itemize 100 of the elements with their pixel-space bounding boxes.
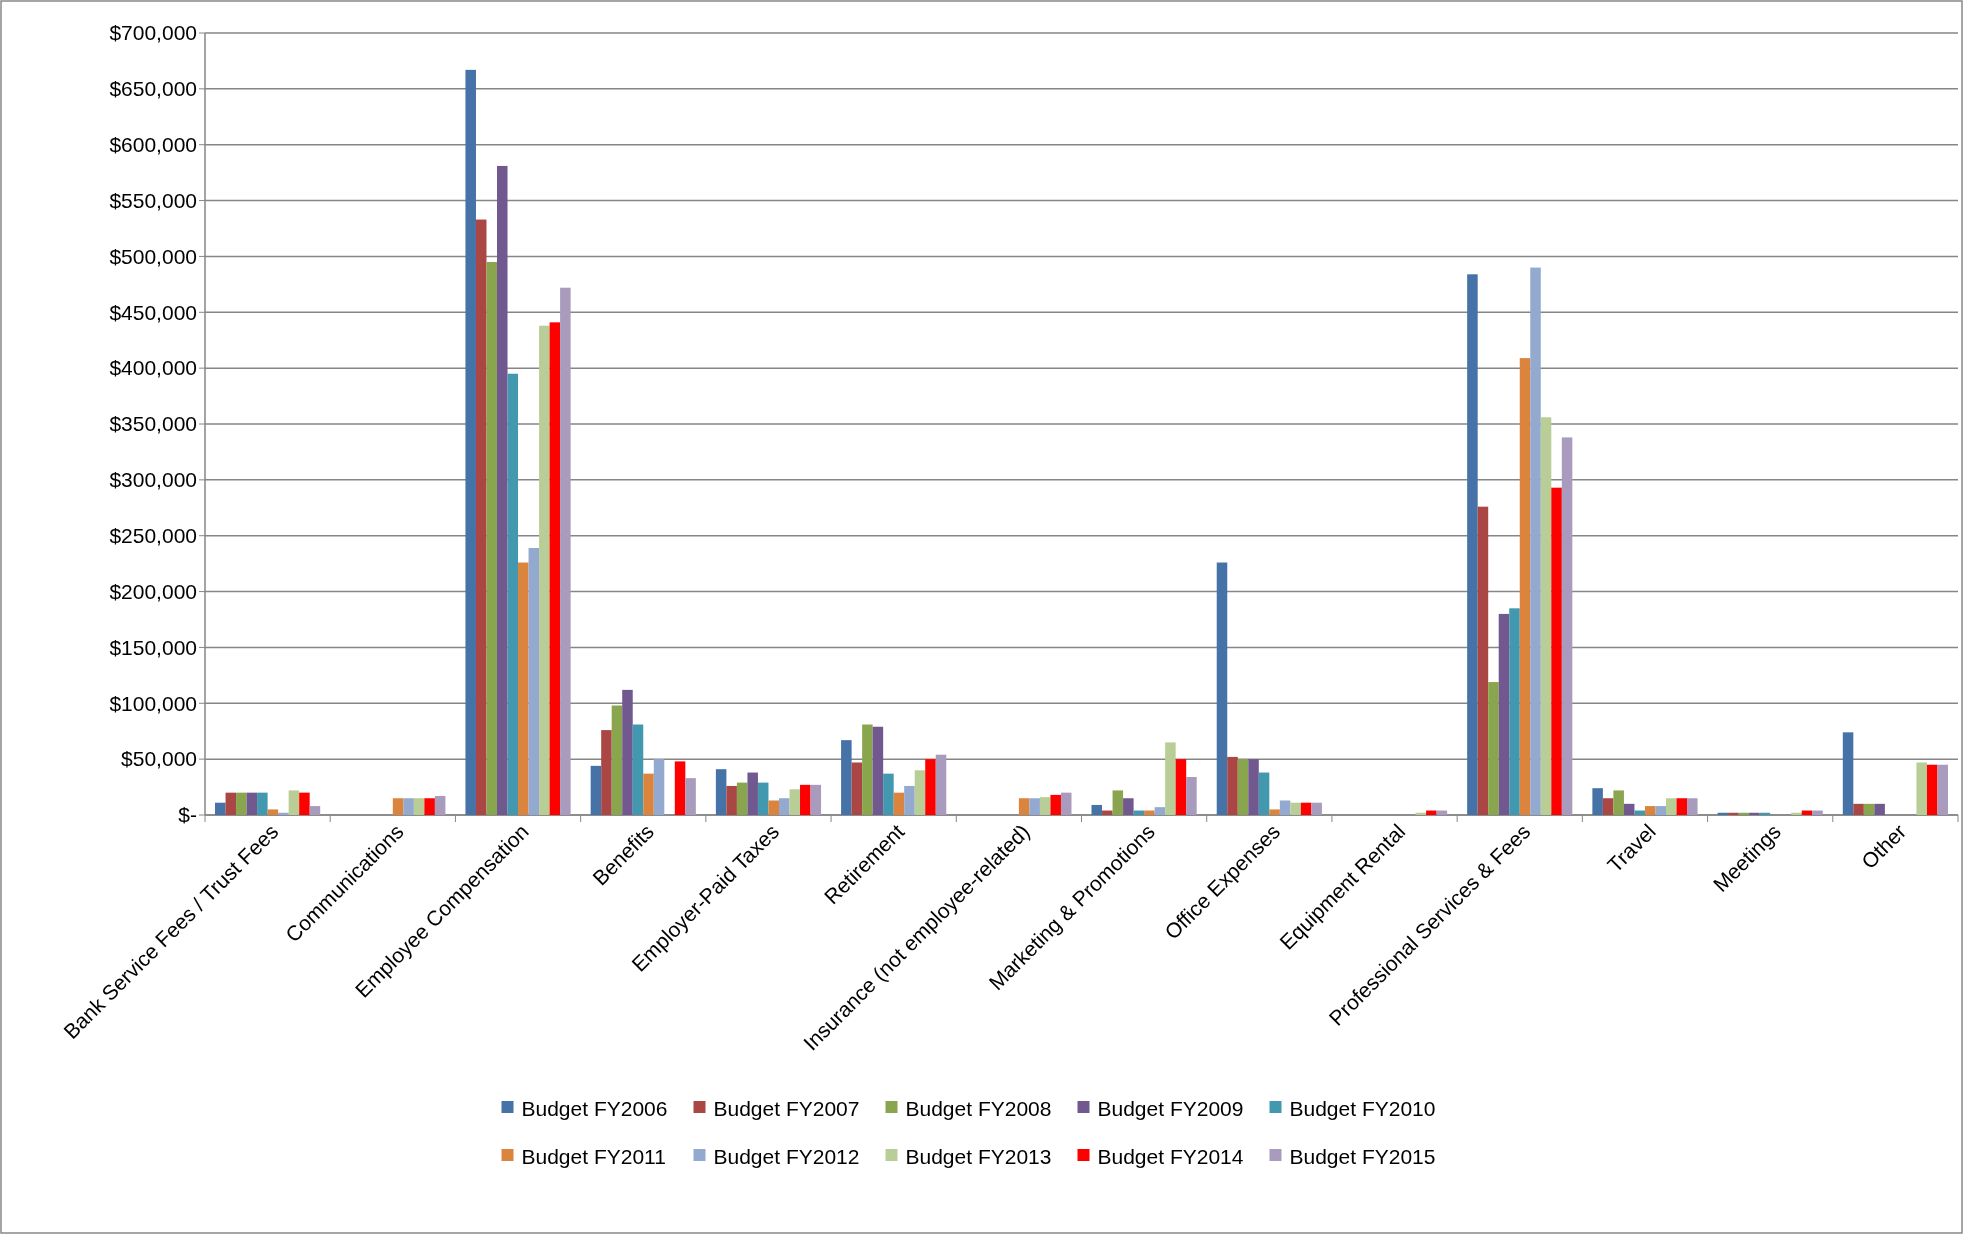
bar [215,802,226,815]
bar [1258,772,1270,815]
bar [528,548,540,815]
y-tick-label: $550,000 [109,188,197,212]
bar [299,792,310,815]
bar [309,806,321,815]
bar [1623,803,1635,815]
bar [1592,788,1603,815]
bar [236,792,247,815]
bar [914,770,926,815]
bar [643,773,654,815]
bar [1916,762,1927,815]
bar [1112,790,1124,815]
bar [1791,812,1802,815]
y-tick-label: $250,000 [109,524,197,548]
bar [1091,804,1103,815]
bar [1602,798,1614,815]
bar [434,796,446,815]
bar [1175,759,1187,815]
bar [1926,764,1938,815]
bar [278,812,289,815]
bar [1509,608,1520,815]
bar [497,165,508,815]
y-tick-label: $300,000 [109,468,197,492]
bar [1498,613,1510,815]
bar [1290,802,1301,815]
bar [935,754,947,815]
y-tick-label: $100,000 [109,691,197,715]
bar [925,759,936,815]
bar [1613,790,1624,815]
y-tick-label: $500,000 [109,244,197,268]
bar [1123,798,1134,815]
bar [1728,812,1739,815]
bar [685,778,696,815]
bar [1248,759,1259,815]
bar [1165,742,1176,815]
bar [810,784,822,815]
y-tick-label: $- [178,803,197,827]
bar [1300,802,1312,815]
bar [225,792,237,815]
bar [1687,798,1698,815]
bar [1561,437,1573,815]
bar [267,809,279,815]
bar [1666,798,1677,815]
bar [507,373,519,815]
bar [1279,800,1291,815]
bar [841,740,852,815]
bar [1311,802,1322,815]
bar [1477,506,1489,815]
bar [1237,759,1249,815]
y-tick-label: $350,000 [109,412,197,436]
bar [246,792,258,815]
bar [1874,803,1885,815]
bar [622,689,633,815]
y-tick-label: $600,000 [109,133,197,157]
y-tick-label: $450,000 [109,300,197,324]
bar [1144,810,1155,815]
bar [1018,798,1030,815]
bar [1812,810,1823,815]
bar [1634,810,1645,815]
bar [611,705,623,815]
bar [1102,810,1113,815]
y-tick-label: $700,000 [109,21,197,45]
bar [800,784,811,815]
bar [1269,809,1280,815]
bar [392,798,404,815]
bar [465,69,476,815]
bar [862,724,873,815]
bar [560,287,571,815]
bar [1551,487,1562,815]
legend-label: Budget FY2015 [1289,1145,1436,1169]
legend-label: Budget FY2014 [1097,1145,1244,1169]
bar [726,785,737,815]
bar [1530,267,1541,815]
y-tick-label: $50,000 [121,747,197,771]
bar [475,219,487,815]
legend-label: Budget FY2009 [1097,1097,1244,1121]
bar [288,790,300,815]
bar [1644,806,1656,815]
bar [1842,732,1854,815]
bar [1863,803,1875,815]
bar [1039,797,1051,815]
bar [1154,807,1166,815]
bar [1426,810,1437,815]
bar [1467,274,1478,815]
bar [424,798,435,815]
y-tick-label: $200,000 [109,579,197,603]
bar [757,782,769,815]
y-tick-label: $150,000 [109,635,197,659]
bar [601,730,612,815]
legend-label: Budget FY2013 [905,1145,1052,1169]
bar [1937,764,1948,815]
bar [590,765,602,815]
bar [789,789,801,815]
bar [1060,792,1072,815]
legend-label: Budget FY2006 [521,1097,668,1121]
bar [413,798,425,815]
y-tick-label: $400,000 [109,356,197,380]
bar [539,325,550,815]
bar [1488,682,1499,815]
